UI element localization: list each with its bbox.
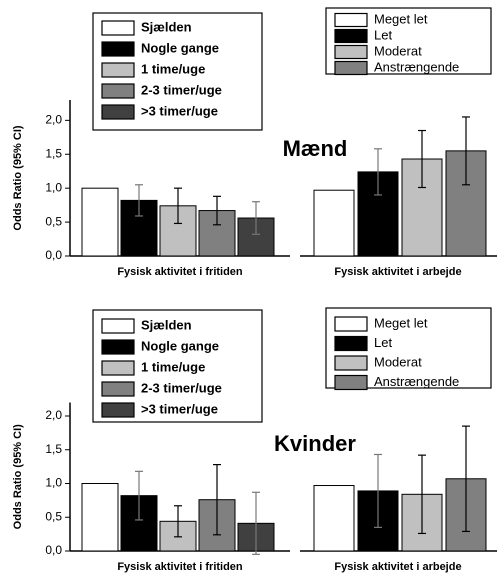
legend-label: Meget let xyxy=(374,315,428,330)
legend-swatch xyxy=(101,402,135,418)
bar xyxy=(313,189,355,257)
legend-label: 1 time/uge xyxy=(141,61,205,76)
y-tick-label: 1,5 xyxy=(45,146,62,160)
legend-label: Sjælden xyxy=(141,19,192,34)
legend-label: Meget let xyxy=(374,11,428,26)
legend-swatch xyxy=(101,360,135,376)
legend-swatch xyxy=(334,374,368,391)
legend-label: Sjælden xyxy=(141,317,192,332)
bar xyxy=(313,485,355,552)
x-axis-label: Fysisk aktivitet i fritiden xyxy=(117,561,243,573)
legend-swatch xyxy=(334,335,368,352)
bar xyxy=(81,187,119,257)
legend-swatch xyxy=(334,316,368,332)
legend-label: Moderat xyxy=(374,43,422,58)
legend-label: Let xyxy=(374,335,392,350)
chart-title: Mænd xyxy=(283,136,348,161)
y-tick-label: 1,5 xyxy=(45,442,62,456)
y-tick-label: 2,0 xyxy=(45,408,62,422)
y-tick-label: 1,0 xyxy=(45,476,62,490)
legend-swatch xyxy=(334,28,368,44)
legend-label: Let xyxy=(374,27,392,42)
legend-swatch xyxy=(101,83,135,99)
legend-swatch xyxy=(334,44,368,60)
y-tick-label: 1,0 xyxy=(45,180,62,194)
legend-swatch xyxy=(101,318,135,334)
legend-label: Anstrængende xyxy=(374,59,459,74)
y-axis-label: Odds Ratio (95% CI) xyxy=(12,424,24,529)
legend-label: >3 timer/uge xyxy=(141,103,218,118)
legend-swatch xyxy=(334,12,368,28)
legend-label: Anstrængende xyxy=(374,374,459,389)
legend-label: Nogle gange xyxy=(141,40,219,55)
bar xyxy=(81,483,119,552)
legend-label: 1 time/uge xyxy=(141,359,205,374)
legend-swatch xyxy=(101,41,135,57)
x-axis-label: Fysisk aktivitet i arbejde xyxy=(334,561,461,573)
chart-title: Kvinder xyxy=(274,431,356,456)
y-tick-label: 0,5 xyxy=(45,509,62,523)
legend-label: Moderat xyxy=(374,354,422,369)
y-tick-label: 0,5 xyxy=(45,214,62,228)
legend-swatch xyxy=(101,104,135,120)
legend-swatch xyxy=(101,381,135,397)
legend-label: 2-3 timer/uge xyxy=(141,82,222,97)
y-tick-label: 0,0 xyxy=(45,248,62,262)
legend-swatch xyxy=(334,60,368,76)
legend-swatch xyxy=(101,20,135,36)
x-axis-label: Fysisk aktivitet i arbejde xyxy=(334,266,461,278)
legend-label: 2-3 timer/uge xyxy=(141,380,222,395)
y-tick-label: 0,0 xyxy=(45,543,62,557)
y-tick-label: 2,0 xyxy=(45,113,62,127)
legend-swatch xyxy=(101,339,135,355)
legend-label: Nogle gange xyxy=(141,338,219,353)
legend-label: >3 timer/uge xyxy=(141,401,218,416)
y-axis-label: Odds Ratio (95% CI) xyxy=(12,125,24,230)
legend-swatch xyxy=(101,62,135,78)
legend-swatch xyxy=(334,355,368,371)
x-axis-label: Fysisk aktivitet i fritiden xyxy=(117,266,243,278)
